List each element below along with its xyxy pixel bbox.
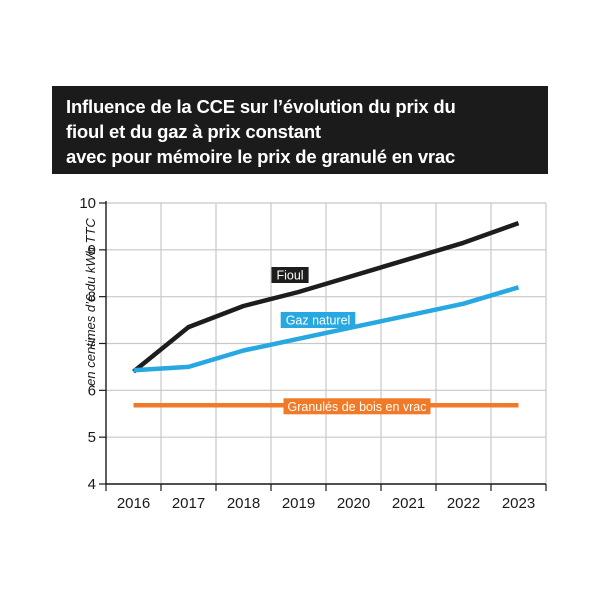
series-label-bg <box>280 312 356 328</box>
y-tick-label: 5 <box>88 429 96 446</box>
series-line-gaz-naturel <box>133 285 520 373</box>
chart-title-line-3: avec pour mémoire le prix de granulé en … <box>66 146 456 167</box>
series-label-bg <box>271 267 309 283</box>
chart-title-line-1: Influence de la CCE sur l’évolution du p… <box>66 96 456 117</box>
series-label-text: Gaz naturel <box>286 314 351 328</box>
grid <box>106 202 547 485</box>
y-tick-label: 6 <box>88 382 96 399</box>
x-tick-label: 2019 <box>282 495 315 512</box>
axes: 4 5 6 7 8 9 10 2016 2017 2018 2019 2020 2021 2022 2023 <box>79 195 547 512</box>
x-tick-label: 2023 <box>502 495 535 512</box>
chart-title-box: Influence de la CCE sur l’évolution du p… <box>52 86 548 174</box>
y-axis-label: en centimes d’€ du kWh TTC <box>83 218 98 386</box>
series-labels: Fioul Gaz naturel Granulés de bois en vrac <box>271 267 431 415</box>
series-label-text: Fioul <box>276 269 303 283</box>
y-tick-label: 8 <box>88 289 96 306</box>
y-tick-label: 7 <box>88 336 96 353</box>
x-tick-label: 2020 <box>337 495 370 512</box>
x-tick-label: 2021 <box>392 495 425 512</box>
y-tick-label: 4 <box>88 476 96 493</box>
series-line-fioul <box>132 220 520 374</box>
x-tick-label: 2018 <box>227 495 260 512</box>
chart-title-line-2: fioul et du gaz à prix constant <box>66 121 321 142</box>
series-label-granules-de-bois-en-vrac: Granulés de bois en vrac <box>283 398 431 415</box>
x-tick-label: 2016 <box>117 495 150 512</box>
series-label-bg <box>283 398 431 415</box>
series-label-gaz-naturel: Gaz naturel <box>280 312 356 328</box>
x-tick-label: 2017 <box>172 495 205 512</box>
series-label-fioul: Fioul <box>271 267 309 283</box>
x-tick-label: 2022 <box>447 495 480 512</box>
series-label-text: Granulés de bois en vrac <box>288 400 427 414</box>
y-tick-label: 9 <box>88 242 96 259</box>
y-tick-label: 10 <box>79 195 96 212</box>
